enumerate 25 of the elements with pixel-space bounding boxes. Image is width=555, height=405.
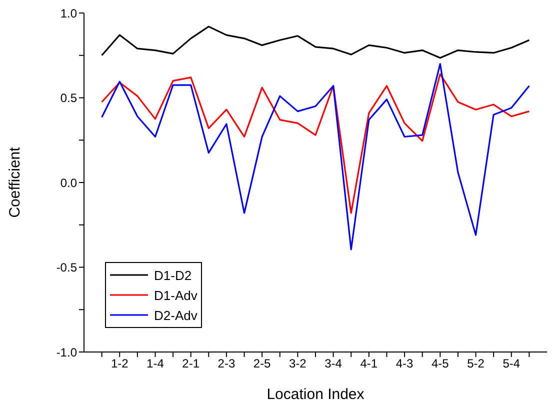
y-axis-title: Coefficient bbox=[6, 146, 24, 218]
x-tick-label: 5-4 bbox=[502, 356, 520, 371]
x-tick-label: 2-5 bbox=[253, 356, 272, 371]
legend-label: D1-Adv bbox=[154, 288, 198, 302]
x-tick-label: 4-1 bbox=[360, 356, 378, 371]
x-tick-label: 5-2 bbox=[467, 356, 485, 371]
x-tick-label: 2-1 bbox=[182, 356, 200, 371]
line-series bbox=[101, 63, 530, 250]
y-tick-label: 0.0 bbox=[60, 176, 78, 190]
x-tick-label: 3-2 bbox=[289, 356, 307, 371]
y-tick-label: 0.5 bbox=[60, 91, 78, 106]
x-tick-label: 4-5 bbox=[431, 356, 450, 371]
y-tick-label: -0.5 bbox=[56, 260, 78, 275]
y-tick-label: -1.0 bbox=[56, 345, 78, 360]
line-series bbox=[101, 26, 530, 59]
x-tick-label: 1-4 bbox=[146, 356, 164, 371]
line-series bbox=[101, 73, 530, 214]
x-tick-label: 2-3 bbox=[218, 356, 236, 371]
legend-label: D2-Adv bbox=[154, 308, 198, 322]
y-tick-label: 1.0 bbox=[60, 6, 78, 20]
legend-label: D1-D2 bbox=[154, 268, 192, 282]
x-tick-label: 1-2 bbox=[110, 356, 129, 371]
x-tick-label: 3-4 bbox=[324, 356, 342, 371]
x-tick-label: 4-3 bbox=[396, 356, 414, 371]
x-axis-title: Location Index bbox=[266, 386, 365, 403]
